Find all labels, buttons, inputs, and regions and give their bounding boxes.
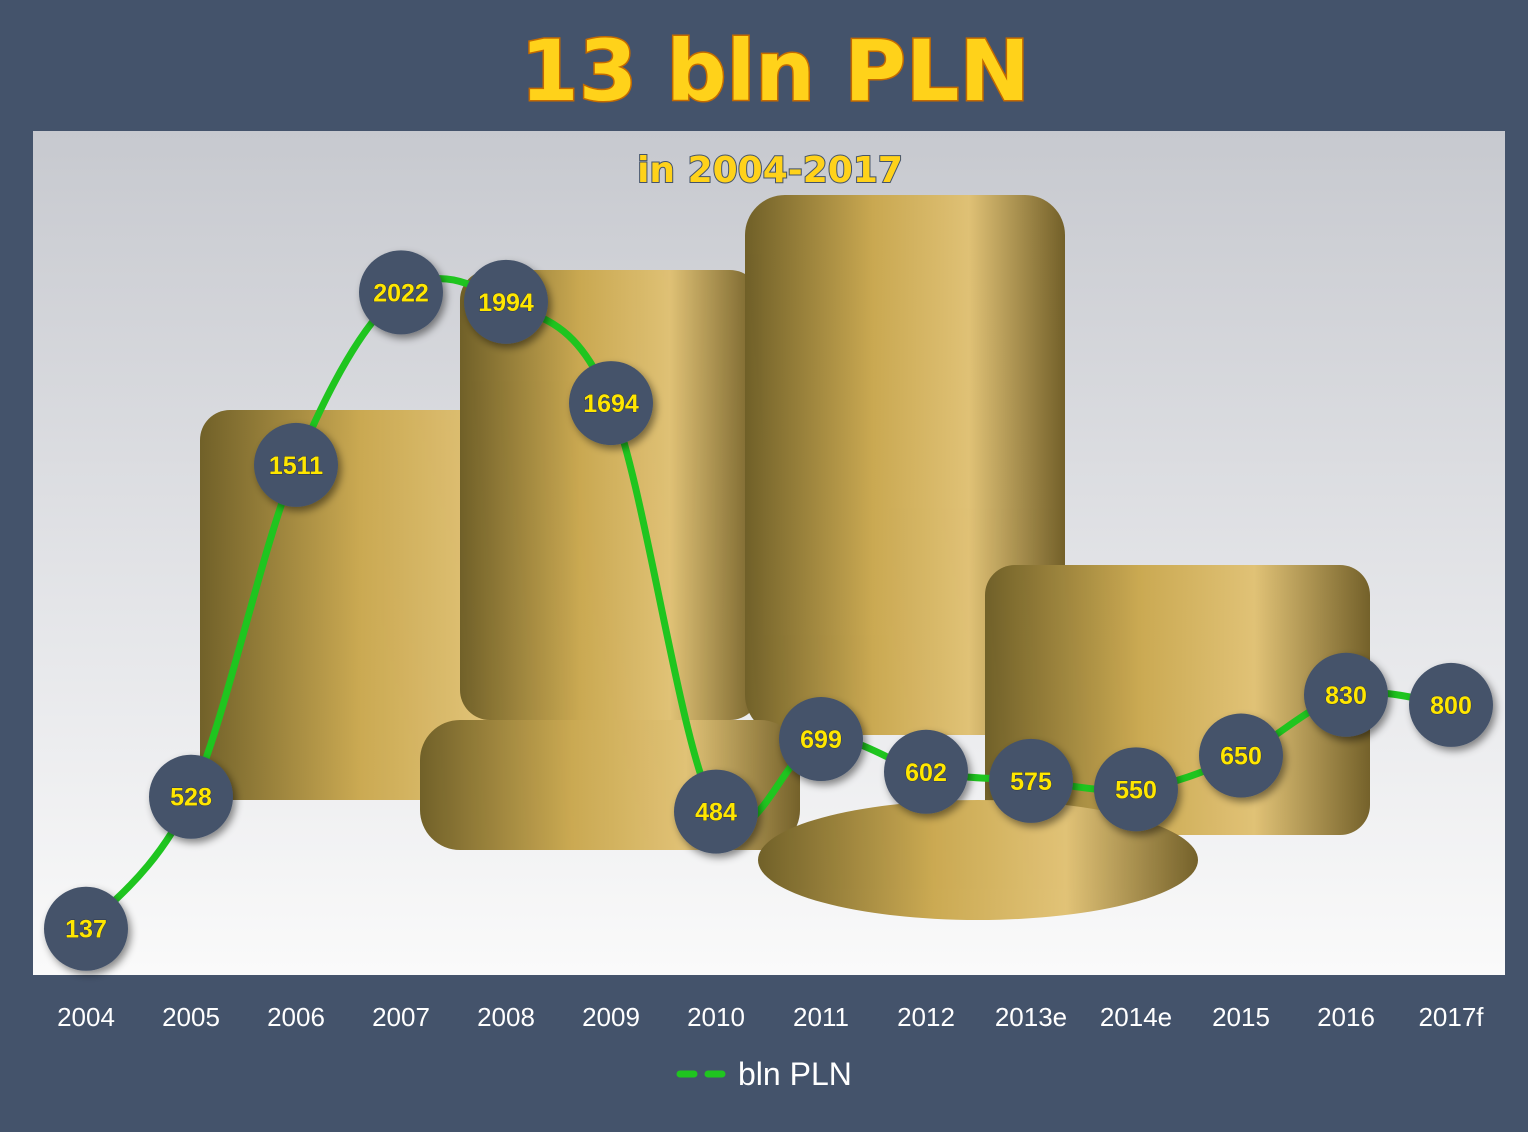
legend-label: bln PLN (738, 1056, 852, 1092)
point-marker (1304, 652, 1388, 737)
point-marker (779, 697, 863, 782)
x-tick-label: 2009 (582, 1002, 640, 1032)
data-label: 575 (1010, 768, 1052, 796)
point-marker (464, 259, 548, 344)
x-tick-label: 2005 (162, 1002, 220, 1032)
point-marker (359, 250, 443, 335)
data-label: 650 (1220, 743, 1262, 771)
data-label: 2022 (373, 279, 429, 307)
point-marker (44, 886, 128, 971)
x-tick-label: 2017f (1418, 1002, 1484, 1032)
data-label: 137 (65, 916, 107, 944)
x-tick-label: 2011 (793, 1002, 849, 1032)
point-marker (1199, 713, 1283, 798)
data-label: 550 (1115, 776, 1157, 804)
point-marker (569, 361, 653, 446)
x-tick-label: 2013e (995, 1002, 1067, 1032)
data-label: 484 (695, 799, 737, 827)
x-tick-label: 2016 (1317, 1002, 1375, 1032)
x-tick-label: 2006 (267, 1002, 325, 1032)
point-marker (254, 422, 338, 507)
point-marker (1409, 662, 1493, 747)
x-tick-label: 2012 (897, 1002, 955, 1032)
point-marker (989, 738, 1073, 823)
point-marker (674, 769, 758, 854)
x-tick-label: 2007 (372, 1002, 430, 1032)
data-label: 1994 (478, 289, 534, 317)
data-label: 830 (1325, 682, 1367, 710)
chart-title: 13 bln PLN (520, 22, 1030, 120)
data-label: 602 (905, 759, 947, 787)
data-label: 1694 (583, 390, 639, 418)
point-marker (1094, 747, 1178, 832)
chart-subtitle: in 2004-2017 (637, 150, 903, 191)
x-tick-label: 2010 (687, 1002, 745, 1032)
data-label: 800 (1430, 692, 1472, 720)
x-tick-label: 2014e (1100, 1002, 1172, 1032)
x-tick-label: 2015 (1212, 1002, 1270, 1032)
x-tick-label: 2008 (477, 1002, 535, 1032)
point-marker (149, 754, 233, 839)
data-label: 528 (170, 784, 212, 812)
data-label: 699 (800, 726, 842, 754)
data-label: 1511 (269, 452, 323, 480)
point-marker (884, 729, 968, 814)
x-tick-label: 2004 (57, 1002, 115, 1032)
